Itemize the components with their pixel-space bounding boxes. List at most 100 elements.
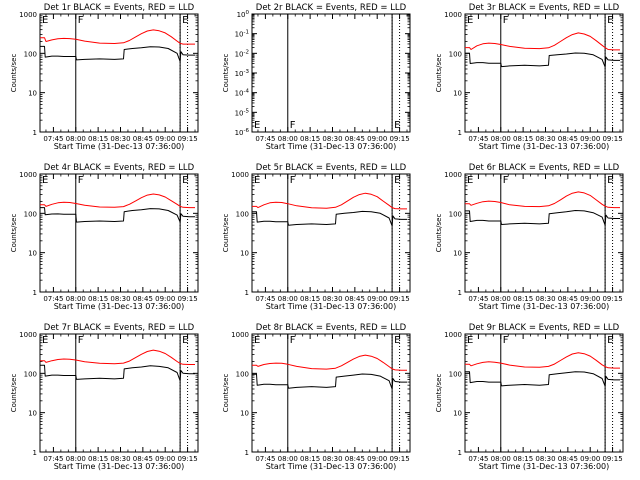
x-tick-label: 08:15 bbox=[300, 135, 320, 143]
x-tick-label: 08:00 bbox=[491, 455, 511, 463]
x-tick-label: 08:45 bbox=[558, 295, 578, 303]
x-tick-label: 09:00 bbox=[580, 295, 600, 303]
marker-label: E bbox=[607, 335, 613, 346]
x-axis-label: Start Time (31-Dec-13 07:36:00) bbox=[266, 462, 397, 471]
x-tick-label: 09:15 bbox=[177, 295, 197, 303]
chart-panel-8: Det 8r BLACK = Events, RED = LLD 1 10 100 10… bbox=[222, 323, 411, 471]
x-tick-label: 08:15 bbox=[300, 455, 320, 463]
x-tick-label: 09:15 bbox=[602, 135, 622, 143]
chart-title: Det 6r BLACK = Events, RED = LLD bbox=[469, 163, 620, 173]
plot-frame bbox=[251, 173, 411, 293]
marker-label: E bbox=[394, 120, 400, 131]
x-axis-label: Start Time (31-Dec-13 07:36:00) bbox=[54, 462, 185, 471]
marker-label: F bbox=[78, 15, 84, 26]
y-axis-label: Counts/sec bbox=[10, 214, 18, 253]
y-tick-label: 1 bbox=[458, 289, 462, 297]
plot-frame bbox=[39, 13, 199, 133]
y-tick-label: 100 bbox=[24, 210, 37, 218]
y-tick-label: 1000 bbox=[231, 171, 249, 179]
chart-panel-9: Det 9r BLACK = Events, RED = LLD 1 10 100 10… bbox=[435, 323, 624, 471]
x-tick-label: 08:30 bbox=[322, 295, 342, 303]
marker-label: E bbox=[42, 15, 48, 26]
x-tick-label: 08:30 bbox=[110, 295, 130, 303]
y-tick-label: 100 bbox=[449, 210, 462, 218]
marker-label: F bbox=[290, 175, 296, 186]
x-axis-label: Start Time (31-Dec-13 07:36:00) bbox=[479, 302, 610, 311]
x-tick-label: 08:00 bbox=[66, 135, 86, 143]
x-axis-label: Start Time (31-Dec-13 07:36:00) bbox=[479, 142, 610, 151]
x-tick-label: 07:45 bbox=[255, 135, 275, 143]
y-axis-label: Counts/sec bbox=[435, 214, 443, 253]
series-line-lld bbox=[40, 29, 195, 45]
chart-title: Det 5r BLACK = Events, RED = LLD bbox=[256, 163, 407, 173]
y-axis-label: Counts/sec bbox=[222, 214, 230, 253]
chart-title: Det 4r BLACK = Events, RED = LLD bbox=[44, 163, 195, 173]
y-axis-label: Counts/sec bbox=[435, 54, 443, 93]
marker-label: E bbox=[254, 175, 260, 186]
chart-title: Det 7r BLACK = Events, RED = LLD bbox=[44, 323, 195, 333]
x-tick-label: 07:45 bbox=[255, 295, 275, 303]
y-tick-label: 100 bbox=[449, 370, 462, 378]
x-tick-label: 09:00 bbox=[155, 455, 175, 463]
x-tick-label: 08:30 bbox=[322, 455, 342, 463]
marker-label: E bbox=[467, 175, 473, 186]
marker-label: F bbox=[503, 335, 509, 346]
x-tick-label: 09:00 bbox=[155, 135, 175, 143]
x-tick-label: 07:45 bbox=[468, 295, 488, 303]
y-tick-label: 1 bbox=[458, 449, 462, 457]
x-tick-label: 09:00 bbox=[580, 135, 600, 143]
x-tick-label: 08:00 bbox=[278, 295, 298, 303]
marker-label: F bbox=[503, 175, 509, 186]
marker-label: E bbox=[182, 15, 188, 26]
series-line-lld bbox=[40, 349, 195, 365]
y-tick-label: 1000 bbox=[19, 171, 37, 179]
x-tick-label: 08:30 bbox=[535, 135, 555, 143]
series-line-lld bbox=[465, 191, 620, 209]
x-tick-label: 07:45 bbox=[468, 455, 488, 463]
y-tick-label: 1000 bbox=[231, 331, 249, 339]
marker-label: E bbox=[467, 15, 473, 26]
marker-label: F bbox=[503, 15, 509, 26]
y-axis-label: Counts/sec bbox=[222, 374, 230, 413]
series-line-events bbox=[40, 45, 195, 62]
y-tick-label: 10 bbox=[28, 410, 37, 418]
plot-frame bbox=[464, 173, 624, 293]
x-tick-label: 07:45 bbox=[43, 295, 63, 303]
chart-title: Det 2r BLACK = Events, RED = LLD bbox=[256, 3, 407, 13]
y-tick-label: 10-3 bbox=[235, 69, 250, 78]
y-tick-label: 10 bbox=[240, 250, 249, 258]
x-tick-label: 08:15 bbox=[88, 295, 108, 303]
marker-label: F bbox=[78, 335, 84, 346]
x-tick-label: 08:00 bbox=[491, 295, 511, 303]
y-tick-label: 1 bbox=[33, 449, 37, 457]
chart-panel-2: Det 2r BLACK = Events, RED = LLD 10-6 10-5… bbox=[222, 3, 411, 151]
y-tick-label: 10 bbox=[453, 410, 462, 418]
x-tick-label: 08:15 bbox=[513, 455, 533, 463]
chart-panel-3: Det 3r BLACK = Events, RED = LLD 1 10 100 10… bbox=[435, 3, 624, 151]
plot-frame bbox=[464, 333, 624, 453]
y-tick-label: 10-1 bbox=[235, 30, 249, 39]
x-tick-label: 08:45 bbox=[345, 455, 365, 463]
series-line-events bbox=[465, 52, 620, 68]
y-tick-label: 1 bbox=[245, 449, 249, 457]
y-tick-label: 1 bbox=[33, 129, 37, 137]
series-line-lld bbox=[465, 352, 620, 369]
x-tick-label: 09:15 bbox=[389, 455, 409, 463]
chart-title: Det 9r BLACK = Events, RED = LLD bbox=[469, 323, 620, 333]
y-tick-label: 100 bbox=[24, 50, 37, 58]
x-tick-label: 07:45 bbox=[43, 455, 63, 463]
y-tick-label: 1000 bbox=[19, 11, 37, 19]
x-tick-label: 08:45 bbox=[558, 135, 578, 143]
x-axis-label: Start Time (31-Dec-13 07:36:00) bbox=[266, 142, 397, 151]
series-line-lld bbox=[252, 192, 407, 210]
y-tick-label: 10 bbox=[240, 410, 249, 418]
x-tick-label: 08:30 bbox=[322, 135, 342, 143]
plot-frame bbox=[464, 13, 624, 133]
x-tick-label: 08:00 bbox=[66, 295, 86, 303]
x-tick-label: 08:00 bbox=[491, 135, 511, 143]
y-tick-label: 1 bbox=[245, 289, 249, 297]
y-tick-label: 10 bbox=[28, 250, 37, 258]
x-tick-label: 08:15 bbox=[88, 455, 108, 463]
x-tick-label: 09:00 bbox=[580, 455, 600, 463]
y-tick-label: 10 bbox=[453, 250, 462, 258]
